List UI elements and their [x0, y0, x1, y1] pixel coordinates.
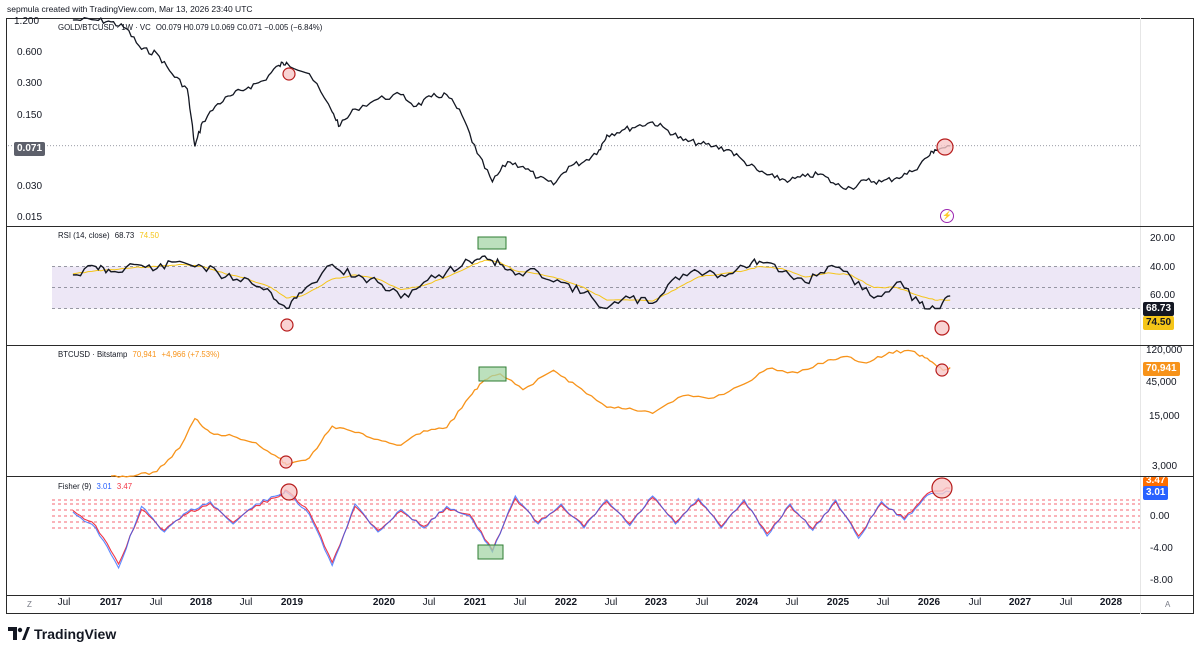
main-axis-tick: 0.300: [17, 78, 43, 89]
main-axis-tick: 0.015: [17, 212, 43, 223]
marker-circle: [931, 477, 953, 499]
tradingview-logo[interactable]: TradingView: [8, 626, 116, 642]
time-axis-label: 2022: [554, 597, 578, 608]
fisher-title: Fisher (9): [58, 482, 92, 491]
rsi-ma-value: 74.50: [139, 231, 159, 240]
time-axis-label: 2019: [280, 597, 304, 608]
btc-axis-tick: 15,000: [1149, 411, 1180, 422]
brand-name: TradingView: [34, 626, 117, 642]
time-axis-label: 2017: [99, 597, 123, 608]
pane-separator-btc[interactable]: [6, 345, 1194, 346]
btc-price-series: [110, 349, 951, 478]
btc-change: +4,966 (+7.53%): [161, 350, 220, 359]
fisher-trigger-series: [72, 487, 951, 566]
pane-separator-rsi[interactable]: [6, 226, 1194, 227]
btc-value: 70,941: [132, 350, 157, 359]
price-axis-separator: [1140, 18, 1141, 614]
last-price-label: 0.071: [14, 142, 46, 156]
time-axis-label: Jul: [1059, 597, 1073, 608]
rsi-ma-label: 74.50: [1143, 316, 1175, 330]
time-axis-label: 2024: [735, 597, 759, 608]
main-axis-tick: 0.030: [17, 181, 43, 192]
auto-scale-corner[interactable]: A: [1165, 600, 1171, 609]
fisher-series: [72, 490, 951, 570]
time-axis-separator: [6, 595, 1194, 596]
rsi-value: 68.73: [114, 231, 135, 240]
highlight-box: [477, 544, 504, 560]
time-axis-label: Jul: [239, 597, 253, 608]
time-axis-label: Jul: [876, 597, 890, 608]
main-axis-tick: 0.600: [17, 47, 43, 58]
main-axis-tick: 0.150: [17, 110, 43, 121]
time-axis-label: 2021: [463, 597, 487, 608]
marker-circle: [936, 138, 954, 156]
btc-legend[interactable]: BTCUSD · Bitstamp 70,941 +4,966 (+7.53%): [58, 350, 220, 359]
fisher-trigger-value: 3.47: [116, 482, 133, 491]
marker-circle: [279, 455, 293, 469]
marker-circle: [282, 67, 296, 81]
rsi-series: [72, 255, 951, 310]
ohlc-values: O0.079 H0.079 L0.069 C0.071 −0.005 (−6.8…: [155, 23, 323, 32]
marker-circle: [280, 318, 294, 332]
highlight-box: [477, 236, 507, 250]
time-axis-label: Jul: [968, 597, 982, 608]
btc-axis-tick: 3,000: [1152, 461, 1178, 472]
time-axis-label: Jul: [513, 597, 527, 608]
gold-btc-price-series: [72, 17, 951, 191]
btc-axis-tick: 45,000: [1146, 377, 1177, 388]
footer: TradingView: [0, 618, 1200, 654]
rsi-value-label: 68.73: [1143, 302, 1175, 316]
rsi-axis-tick: 20.00: [1150, 233, 1176, 244]
fisher-axis-tick: -4.00: [1150, 543, 1173, 554]
time-axis-label: Jul: [422, 597, 436, 608]
marker-circle: [280, 483, 298, 501]
lightning-icon[interactable]: ⚡: [940, 209, 954, 223]
time-axis-label: Jul: [695, 597, 709, 608]
time-axis-label: 2018: [189, 597, 213, 608]
chart-frame[interactable]: [6, 18, 1194, 614]
fisher-legend[interactable]: Fisher (9) 3.01 3.47: [58, 482, 132, 491]
rsi-axis-tick: 60.00: [1150, 290, 1176, 301]
time-axis-label: 2025: [826, 597, 850, 608]
rsi-title: RSI (14, close): [58, 231, 110, 240]
zoom-corner-left[interactable]: Z: [27, 600, 32, 609]
fisher-axis-tick: -8.00: [1150, 575, 1173, 586]
marker-circle: [935, 363, 949, 377]
rsi-axis-tick: 40.00: [1150, 262, 1176, 273]
main-axis-tick: 1.200: [14, 16, 40, 27]
fisher-axis-tick: 0.00: [1150, 511, 1170, 522]
time-axis-label: 2028: [1099, 597, 1123, 608]
time-axis-label: 2023: [644, 597, 668, 608]
time-axis-label: 2026: [917, 597, 941, 608]
fisher-value-label: 3.01: [1143, 486, 1169, 500]
btc-axis-tick: 120,000: [1146, 345, 1183, 356]
time-axis-label: 2027: [1008, 597, 1032, 608]
time-axis-label: 2020: [372, 597, 396, 608]
tradingview-logo-icon: [8, 627, 30, 640]
chart-caption: sepmula created with TradingView.com, Ma…: [7, 4, 253, 14]
time-axis-label: Jul: [57, 597, 71, 608]
btc-title: BTCUSD · Bitstamp: [58, 350, 128, 359]
rsi-ma-series: [72, 259, 951, 302]
rsi-legend[interactable]: RSI (14, close) 68.73 74.50: [58, 231, 159, 240]
symbol-label[interactable]: GOLD/BTCUSD · 1W · VC: [58, 23, 151, 32]
fisher-value: 3.01: [96, 482, 112, 491]
btc-price-label: 70,941: [1143, 362, 1180, 376]
time-axis-label: Jul: [785, 597, 799, 608]
pane-separator-fisher[interactable]: [6, 476, 1194, 477]
time-axis-label: Jul: [149, 597, 163, 608]
fisher-trigger-label: 3.47: [1143, 477, 1169, 488]
highlight-box: [478, 366, 507, 382]
time-axis-label: Jul: [604, 597, 618, 608]
marker-circle: [934, 320, 950, 336]
main-legend[interactable]: GOLD/BTCUSD · 1W · VC O0.079 H0.079 L0.0…: [58, 23, 322, 32]
